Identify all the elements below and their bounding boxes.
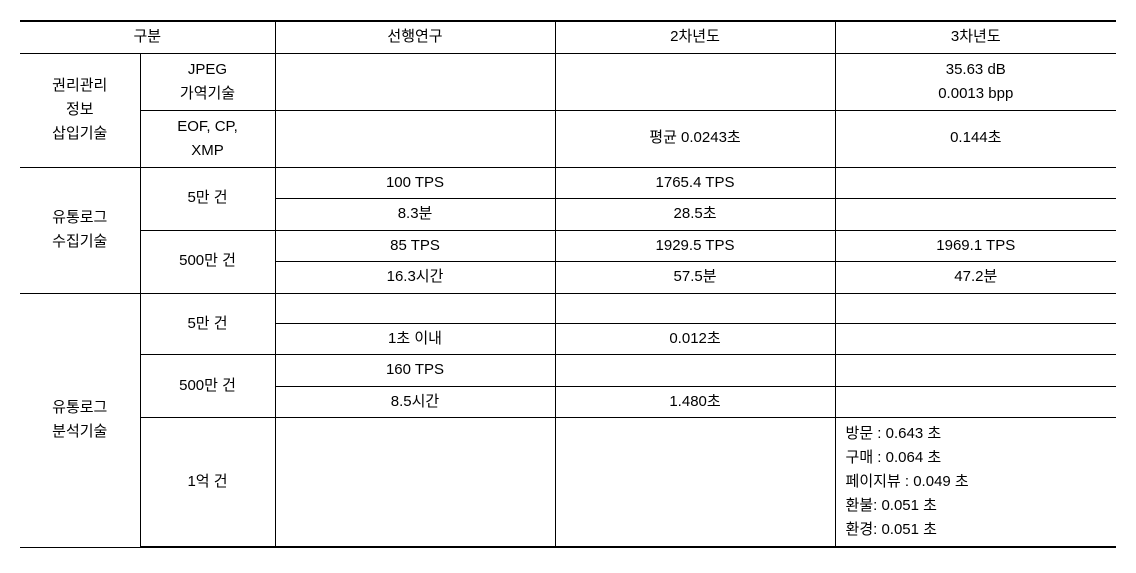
- research-comparison-table: 구분 선행연구 2차년도 3차년도 권리관리정보삽입기술 JPEG가역기술 35…: [20, 20, 1116, 548]
- cell: [835, 167, 1116, 199]
- cell: [555, 355, 835, 387]
- header-category: 구분: [20, 21, 275, 53]
- sub-5m: 500만 건: [140, 230, 275, 293]
- cell: 8.3분: [275, 199, 555, 231]
- cell: 16.3시간: [275, 262, 555, 294]
- sub-5m: 500만 건: [140, 355, 275, 418]
- sub-50k: 5만 건: [140, 293, 275, 355]
- table-row: 권리관리정보삽입기술 JPEG가역기술 35.63 dB0.0013 bpp: [20, 53, 1116, 110]
- sub-100m: 1억 건: [140, 418, 275, 548]
- cell: 28.5초: [555, 199, 835, 231]
- sub-50k: 5만 건: [140, 167, 275, 230]
- sub-jpeg: JPEG가역기술: [140, 53, 275, 110]
- cell-empty: [555, 53, 835, 110]
- cell: 1.480초: [555, 386, 835, 418]
- header-year3: 3차년도: [835, 21, 1116, 53]
- cell: 57.5분: [555, 262, 835, 294]
- table-row: 500만 건 160 TPS: [20, 355, 1116, 387]
- table-row: 유통로그분석기술 5만 건: [20, 293, 1116, 323]
- table-row: EOF, CP,XMP 평균 0.0243초 0.144초: [20, 110, 1116, 167]
- cell-100m-y3: 방문 : 0.643 초 구매 : 0.064 초 페이지뷰 : 0.049 초…: [835, 418, 1116, 548]
- cell-empty: [275, 53, 555, 110]
- cell: [555, 293, 835, 323]
- section-log-analyze: 유통로그분석기술: [20, 293, 140, 547]
- cell: 1초 이내: [275, 323, 555, 355]
- cell-eof-y2: 평균 0.0243초: [555, 110, 835, 167]
- cell-empty: [275, 418, 555, 548]
- section-log-collect: 유통로그수집기술: [20, 167, 140, 293]
- cell: 0.012초: [555, 323, 835, 355]
- table-row: 500만 건 85 TPS 1929.5 TPS 1969.1 TPS: [20, 230, 1116, 262]
- cell: 160 TPS: [275, 355, 555, 387]
- cell-empty: [275, 110, 555, 167]
- table-row: 1억 건 방문 : 0.643 초 구매 : 0.064 초 페이지뷰 : 0.…: [20, 418, 1116, 548]
- sub-eof: EOF, CP,XMP: [140, 110, 275, 167]
- data-table: 구분 선행연구 2차년도 3차년도 권리관리정보삽입기술 JPEG가역기술 35…: [20, 20, 1116, 548]
- cell-empty: [555, 418, 835, 548]
- cell: [835, 293, 1116, 323]
- table-row: 유통로그수집기술 5만 건 100 TPS 1765.4 TPS: [20, 167, 1116, 199]
- cell: 85 TPS: [275, 230, 555, 262]
- cell: 1929.5 TPS: [555, 230, 835, 262]
- header-year2: 2차년도: [555, 21, 835, 53]
- table-header-row: 구분 선행연구 2차년도 3차년도: [20, 21, 1116, 53]
- cell: 1969.1 TPS: [835, 230, 1116, 262]
- cell: [835, 355, 1116, 387]
- cell-eof-y3: 0.144초: [835, 110, 1116, 167]
- section-rights-mgmt: 권리관리정보삽입기술: [20, 53, 140, 167]
- cell: [275, 293, 555, 323]
- cell: 8.5시간: [275, 386, 555, 418]
- cell: 100 TPS: [275, 167, 555, 199]
- cell: 47.2분: [835, 262, 1116, 294]
- cell: [835, 386, 1116, 418]
- cell: [835, 323, 1116, 355]
- cell: [835, 199, 1116, 231]
- cell-jpeg-y3: 35.63 dB0.0013 bpp: [835, 53, 1116, 110]
- cell: 1765.4 TPS: [555, 167, 835, 199]
- header-prior: 선행연구: [275, 21, 555, 53]
